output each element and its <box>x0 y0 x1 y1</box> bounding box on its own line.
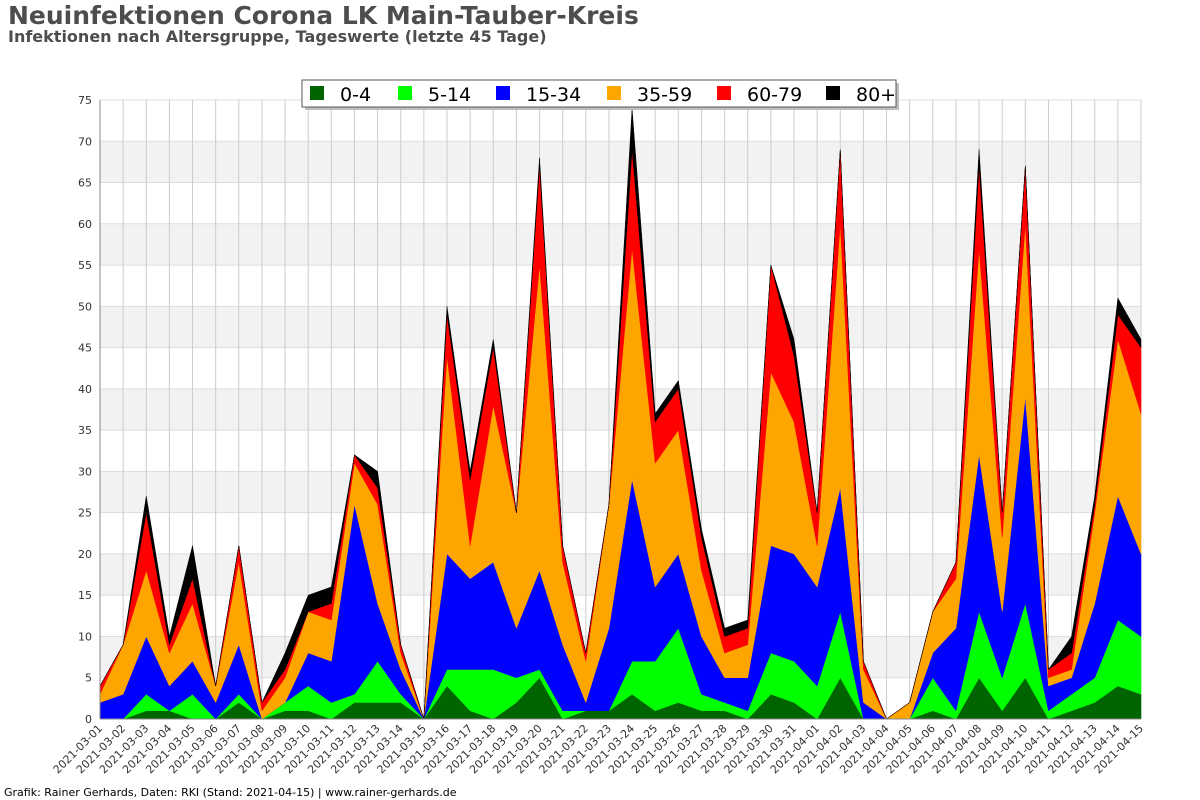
y-tick-label: 0 <box>85 713 92 726</box>
y-tick-label: 25 <box>78 507 92 520</box>
y-tick-label: 70 <box>78 135 92 148</box>
y-tick-label: 50 <box>78 300 92 313</box>
y-tick-label: 60 <box>78 218 92 231</box>
legend-box <box>301 79 897 108</box>
y-tick-label: 20 <box>78 548 92 561</box>
legend-label-15-34: 15-34 <box>526 84 581 106</box>
y-axis-ticks: 0 5 10 15 20 25 30 35 40 45 50 55 60 65 70 75 <box>78 94 92 726</box>
legend-swatch-5-14 <box>398 86 412 100</box>
y-tick-label: 10 <box>78 630 92 643</box>
legend-swatch-35-59 <box>607 86 621 100</box>
area-series-80+ <box>99 108 1142 720</box>
legend: 0-4 5-14 15-34 35-59 60-79 80+ <box>301 79 899 110</box>
legend-swatch-15-34 <box>496 86 510 100</box>
legend-swatch-0-4 <box>310 86 324 100</box>
y-tick-label: 15 <box>78 589 92 602</box>
y-tick-label: 30 <box>78 465 92 478</box>
legend-label-35-59: 35-59 <box>637 84 692 106</box>
chart-title: Neuinfektionen Corona LK Main-Tauber-Kre… <box>8 1 639 30</box>
grid-band <box>100 223 1141 266</box>
axes <box>99 100 1141 720</box>
legend-label-5-14: 5-14 <box>428 84 471 106</box>
legend-swatch-80+ <box>826 86 840 100</box>
x-axis-ticks: 2021-03-012021-03-022021-03-032021-03-04… <box>51 722 1146 776</box>
y-tick-label: 40 <box>78 383 92 396</box>
legend-label-0-4: 0-4 <box>340 84 371 106</box>
y-tick-label: 45 <box>78 342 92 355</box>
footer-credit: Grafik: Rainer Gerhards, Daten: RKI (Sta… <box>4 786 457 799</box>
chart-subtitle: Infektionen nach Altersgruppe, Tageswert… <box>8 27 547 46</box>
y-tick-label: 65 <box>78 177 92 190</box>
y-tick-label: 35 <box>78 424 92 437</box>
y-tick-label: 55 <box>78 259 92 272</box>
legend-label-60-79: 60-79 <box>747 84 802 106</box>
y-tick-label: 5 <box>85 672 92 685</box>
legend-label-80+: 80+ <box>856 84 896 106</box>
grid-band <box>100 141 1141 183</box>
legend-swatch-60-79 <box>717 86 731 100</box>
y-tick-label: 75 <box>78 94 92 107</box>
